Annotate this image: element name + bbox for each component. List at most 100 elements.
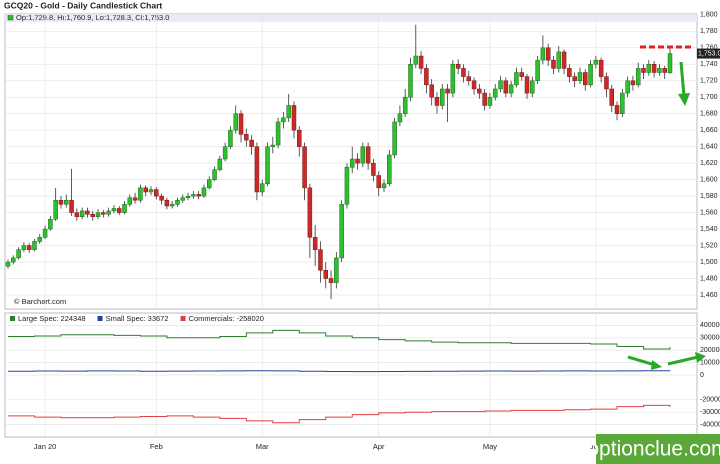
info-swatch: [7, 14, 14, 21]
candle-body: [185, 195, 191, 199]
candle-body: [508, 84, 514, 94]
x-tick-label: Feb: [150, 442, 163, 451]
candle-body: [238, 113, 244, 135]
legend-swatch: [97, 316, 103, 321]
candle-body: [604, 76, 609, 90]
candle-body: [323, 270, 329, 279]
candle-body: [265, 146, 270, 184]
y-tick-label: 1,520: [700, 242, 718, 249]
candle-body: [461, 68, 466, 77]
candle-body: [281, 117, 286, 123]
candle-body: [413, 55, 419, 65]
candle-body: [111, 208, 117, 212]
candle-body: [307, 187, 313, 238]
candle-body: [212, 169, 217, 180]
candle-body: [201, 187, 207, 197]
candle-body: [641, 68, 646, 73]
candle-body: [222, 146, 228, 160]
candle-body: [408, 64, 413, 98]
candle-body: [85, 210, 90, 215]
down-arrow-head: [678, 93, 690, 106]
candle-body: [530, 80, 535, 94]
candle-body: [175, 199, 180, 205]
candle-body: [424, 68, 429, 86]
y-tick-label: 1,760: [700, 45, 718, 52]
candle-body: [498, 80, 503, 90]
y-tick-label: 1,500: [700, 259, 718, 266]
y-tick-label: 1,700: [700, 94, 718, 101]
candle-body: [122, 204, 127, 213]
cot-arrow-2-head: [695, 352, 706, 363]
y-tick-label: 1,540: [700, 226, 718, 233]
candle-body: [328, 278, 334, 283]
candle-body: [598, 59, 604, 77]
candle-body: [270, 144, 276, 147]
plot-layer: 1,460 1,480 1,500 1,520 1,540 1,560 1,580 1,600…: [5, 12, 720, 451]
candle-body: [249, 139, 254, 147]
candle-body: [26, 245, 32, 250]
candle-body: [577, 72, 583, 81]
candle-body: [127, 197, 133, 205]
candle-body: [5, 261, 11, 267]
candle-body: [154, 189, 159, 197]
y-tick-label: 1,720: [700, 78, 718, 85]
y-tick-label: 1,740: [700, 61, 718, 68]
candle-body: [318, 249, 323, 271]
candle-body: [132, 197, 138, 201]
candle-body: [74, 212, 80, 217]
candle-body: [206, 179, 212, 189]
candle-body: [392, 121, 397, 156]
candle-body: [286, 105, 291, 119]
candle-body: [291, 105, 297, 131]
candle-body: [402, 96, 408, 114]
candle-body: [667, 53, 673, 73]
candle-body: [116, 208, 122, 213]
y-tick-label: 1,800: [700, 12, 718, 19]
candle-body: [138, 187, 143, 201]
candle-body: [21, 245, 27, 250]
candle-body: [418, 55, 424, 69]
candle-body: [514, 72, 519, 86]
watermark: optionclue.com: [587, 438, 720, 461]
candle-body: [228, 129, 233, 147]
candle-body: [609, 88, 614, 106]
candle-body: [646, 64, 652, 73]
candle-body: [662, 68, 667, 73]
candle-body: [561, 51, 567, 69]
cot-arrow-1: [627, 355, 656, 367]
candle-body: [42, 228, 48, 238]
candle-body: [16, 249, 21, 259]
candle-body: [651, 64, 657, 73]
candle-body: [588, 64, 593, 86]
watermark-box: [596, 434, 720, 464]
candle-body: [519, 72, 524, 77]
candle-body: [37, 237, 43, 242]
candle-body: [567, 68, 572, 77]
candle-body: [429, 84, 434, 98]
candle-body: [148, 189, 154, 193]
candle-body: [593, 59, 599, 65]
candle-body: [164, 199, 170, 207]
candle-body: [143, 187, 148, 193]
y-tick-label: 200000: [700, 347, 720, 354]
candle-body: [551, 59, 556, 69]
candle-body: [556, 51, 562, 69]
candle-body: [620, 92, 625, 114]
y-tick-label: -300000: [700, 409, 720, 416]
down-arrow-shaft: [679, 61, 686, 97]
candle-body: [614, 105, 620, 114]
candle-body: [387, 154, 392, 184]
y-tick-label: 1,460: [700, 292, 718, 299]
last-price-label: 1,753.0: [698, 50, 720, 57]
candle-body: [191, 194, 196, 197]
y-tick-label: -400000: [700, 421, 720, 428]
candle-body: [487, 96, 493, 106]
candle-body: [535, 59, 540, 81]
candle-body: [450, 64, 456, 94]
cot-line: [8, 370, 671, 373]
x-tick-label: Jan 20: [34, 442, 57, 451]
cot-arrow-2: [667, 355, 699, 366]
candle-body: [275, 121, 281, 146]
candle-body: [466, 76, 472, 81]
